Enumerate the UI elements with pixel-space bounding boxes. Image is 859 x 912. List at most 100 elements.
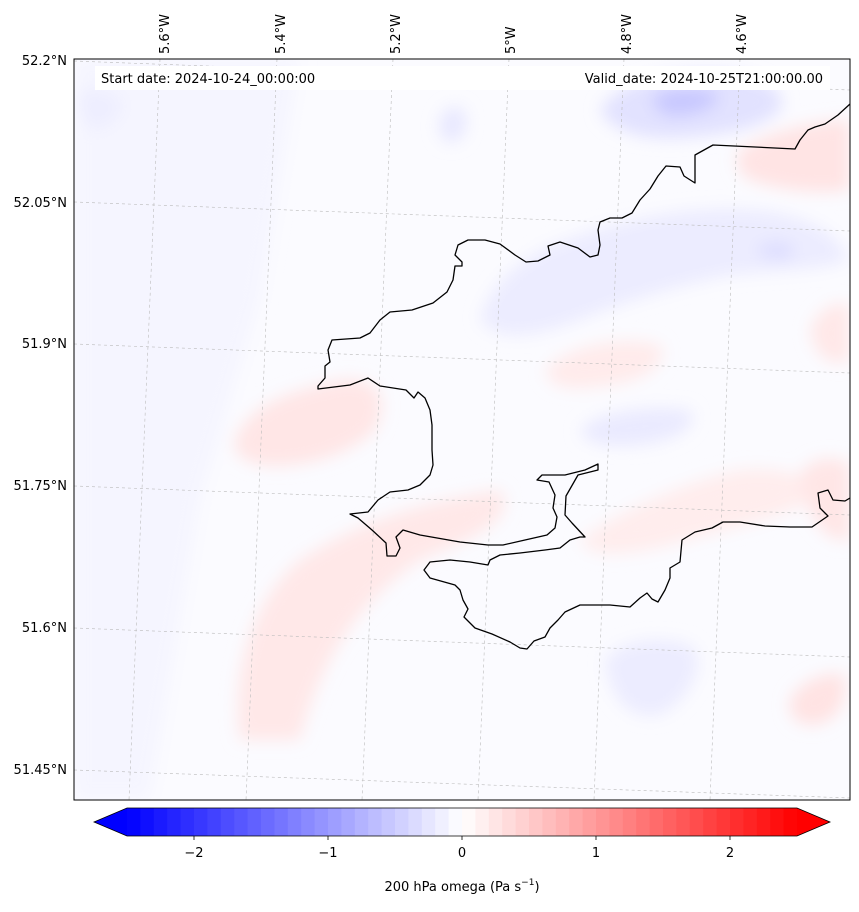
colorbar-segment [555, 808, 570, 836]
field-patch [605, 640, 699, 716]
colorbar-segment [716, 808, 731, 836]
colorbar-label-sup: −1 [521, 878, 534, 888]
colorbar-segment [475, 808, 490, 836]
colorbar-segment [180, 808, 195, 836]
colorbar-segment [140, 808, 155, 836]
colorbar-segment [167, 808, 182, 836]
colorbar-segment [582, 808, 597, 836]
colorbar-tick-label: 2 [726, 846, 734, 861]
colorbar-segment [488, 808, 503, 836]
colorbar-segment [529, 808, 543, 836]
field-patch [234, 379, 382, 466]
lat-label-51-6n: 51.6°N [22, 621, 67, 636]
colorbar-segment [381, 808, 396, 836]
colorbar-ticks: −2 −1 0 1 2 [184, 836, 734, 861]
lat-label-52-2n: 52.2°N [22, 54, 67, 69]
colorbar-segment [609, 808, 624, 836]
start-date-label: Start date: 2024-10-24_00:00:00 [101, 72, 315, 87]
colorbar-segment [569, 808, 584, 836]
colorbar-segment [127, 808, 141, 836]
colorbar-segment [287, 808, 302, 836]
colorbar-segment [502, 808, 517, 836]
colorbar-segment [462, 808, 476, 836]
colorbar-segments [127, 808, 798, 836]
map-frame [73, 58, 851, 801]
lat-label-51-45n: 51.45°N [14, 763, 67, 778]
coastline-path [317, 103, 850, 650]
lon-label-5-2w: 5.2°W [389, 14, 404, 54]
colorbar-tick-label: −1 [318, 846, 337, 861]
colorbar-segment [756, 808, 771, 836]
colorbar-label-main: 200 hPa omega (Pa s [384, 880, 521, 895]
colorbar-segment [649, 808, 664, 836]
colorbar-segment [301, 808, 316, 836]
colorbar-segment [194, 808, 208, 836]
date-label-box [95, 66, 830, 90]
lat-label-51-9n: 51.9°N [22, 337, 67, 352]
lon-label-5-6w: 5.6°W [158, 14, 173, 54]
lon-label-5w: 5°W [504, 26, 519, 54]
colorbar-segment [689, 808, 704, 836]
colorbar-segment [153, 808, 168, 836]
field-patch [755, 242, 795, 259]
colorbar-segment [515, 808, 530, 836]
lat-label-51-75n: 51.75°N [14, 479, 67, 494]
colorbar-tick-label: −2 [184, 846, 203, 861]
colorbar-segment [542, 808, 557, 836]
lon-label-4-6w: 4.6°W [735, 14, 750, 54]
colorbar-segment [328, 808, 342, 836]
colorbar-segment [421, 808, 436, 836]
colorbar-segment [703, 808, 718, 836]
colorbar: −2 −1 0 1 2 200 hPa omega (Pa s−1) [92, 807, 832, 895]
colorbar-label-end: ) [534, 880, 539, 895]
coastline [317, 103, 850, 650]
field-patch [439, 106, 467, 143]
colorbar-segment [730, 808, 744, 836]
field-patch [800, 458, 850, 541]
colorbar-segment [207, 808, 222, 836]
field-patch [77, 88, 123, 130]
colorbar-segment [274, 808, 289, 836]
colorbar-segment [314, 808, 329, 836]
colorbar-segment [743, 808, 758, 836]
lon-label-4-8w: 4.8°W [620, 14, 635, 54]
colorbar-segment [368, 808, 383, 836]
field-patch [580, 469, 812, 554]
colorbar-label: 200 hPa omega (Pa s−1) [384, 878, 539, 895]
field-patch [580, 408, 693, 447]
colorbar-segment [408, 808, 423, 836]
latitude-labels: 52.2°N 52.05°N 51.9°N 51.75°N 51.6°N 51.… [14, 54, 67, 778]
colorbar-segment [663, 808, 677, 836]
longitude-labels: 5.6°W 5.4°W 5.2°W 5°W 4.8°W 4.6°W [158, 14, 750, 54]
colorbar-segment [341, 808, 356, 836]
colorbar-segment [622, 808, 637, 836]
lon-label-5-4w: 5.4°W [274, 14, 289, 54]
field-patch [74, 59, 300, 800]
colorbar-segment [247, 808, 262, 836]
colorbar-segment [783, 808, 798, 836]
colorbar-segment [435, 808, 450, 836]
lat-label-52-05n: 52.05°N [14, 196, 67, 211]
field-patch [545, 341, 663, 389]
colorbar-outline [92, 807, 832, 837]
colorbar-segment [770, 808, 785, 836]
field-patch [237, 490, 505, 740]
colorbar-segment [234, 808, 249, 836]
field-patch [789, 673, 846, 725]
colorbar-tick-label: 0 [458, 846, 466, 861]
colorbar-segment [220, 808, 235, 836]
field-patch [810, 303, 850, 363]
colorbar-tick-label: 1 [592, 846, 600, 861]
field-patch [480, 208, 848, 336]
colorbar-segment [636, 808, 651, 836]
colorbar-extend-max [797, 808, 830, 836]
colorbar-segment [395, 808, 409, 836]
colorbar-segment [354, 808, 369, 836]
valid-date-label: Valid_date: 2024-10-25T21:00:00.00 [585, 72, 823, 87]
field-patch [650, 88, 720, 116]
colorbar-segment [596, 808, 610, 836]
colorbar-segment [261, 808, 275, 836]
gridlines [74, 59, 850, 800]
